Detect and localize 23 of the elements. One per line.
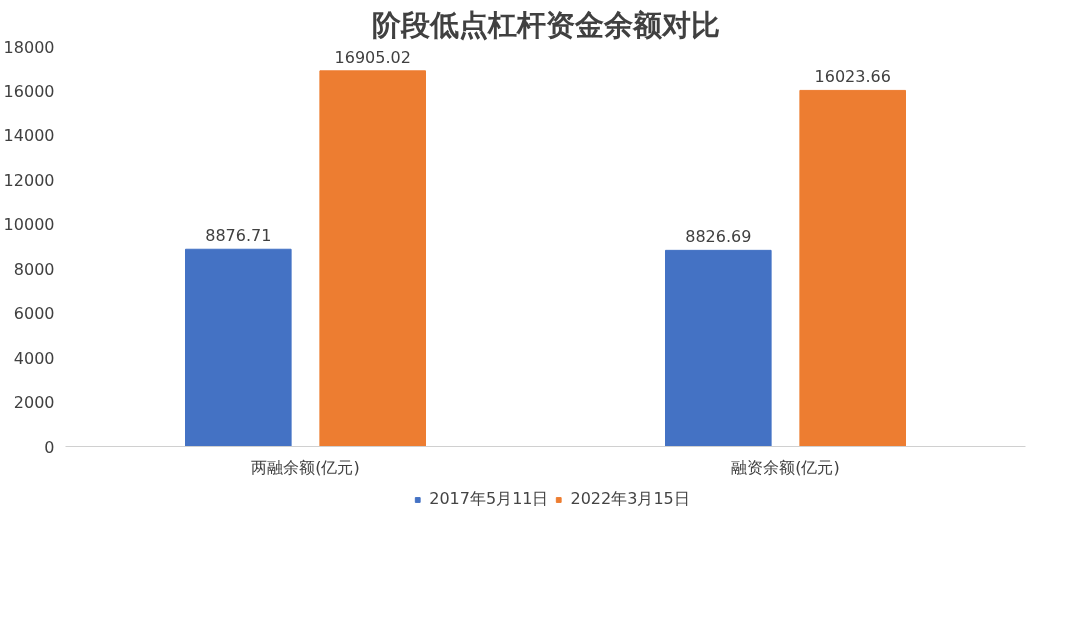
y-tick-label: 10000 (3, 215, 55, 235)
bar (799, 89, 906, 447)
bar (665, 249, 772, 447)
data-label: 16905.02 (334, 47, 411, 67)
y-tick-label: 0 (44, 437, 55, 457)
y-tick-label: 12000 (3, 170, 55, 190)
y-tick-label: 2000 (13, 393, 55, 413)
data-label: 8876.71 (205, 226, 272, 246)
x-tick-label: 融资余额(亿元) (731, 457, 840, 477)
y-tick-label: 18000 (3, 37, 55, 57)
bar (185, 248, 292, 447)
chart-title: 阶段低点杠杆资金余额对比 (371, 7, 720, 42)
y-tick-label: 4000 (13, 348, 55, 368)
y-tick-label: 8000 (13, 259, 55, 279)
data-label: 16023.66 (814, 67, 891, 87)
y-tick-label: 16000 (3, 81, 55, 101)
bar (319, 70, 426, 447)
y-tick-label: 6000 (13, 304, 55, 324)
x-tick-label: 两融余额(亿元) (251, 457, 360, 477)
y-tick-label: 14000 (3, 126, 55, 146)
legend-label: 2017年5月11日 (429, 488, 549, 510)
data-label: 8826.69 (685, 227, 752, 247)
legend-label: 2022年3月15日 (570, 488, 690, 510)
